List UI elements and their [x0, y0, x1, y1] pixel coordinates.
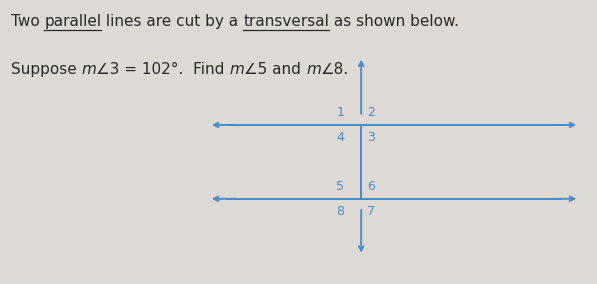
- Text: ∠3 = 102°.  Find: ∠3 = 102°. Find: [96, 62, 229, 77]
- Text: m: m: [81, 62, 96, 77]
- Text: Two: Two: [11, 14, 44, 29]
- Text: 4: 4: [337, 131, 344, 144]
- Text: lines are cut by a: lines are cut by a: [101, 14, 244, 29]
- Text: 6: 6: [367, 179, 375, 193]
- Text: 8: 8: [337, 205, 344, 218]
- Text: 2: 2: [367, 106, 375, 119]
- Text: ∠5 and: ∠5 and: [244, 62, 306, 77]
- Text: 5: 5: [337, 179, 344, 193]
- Text: 7: 7: [367, 205, 375, 218]
- Text: parallel: parallel: [44, 14, 101, 29]
- Text: m: m: [229, 62, 244, 77]
- Text: m: m: [306, 62, 321, 77]
- Text: 1: 1: [337, 106, 344, 119]
- Text: transversal: transversal: [244, 14, 330, 29]
- Text: 3: 3: [367, 131, 375, 144]
- Text: as shown below.: as shown below.: [330, 14, 459, 29]
- Text: Suppose: Suppose: [11, 62, 81, 77]
- Text: ∠8.: ∠8.: [321, 62, 349, 77]
